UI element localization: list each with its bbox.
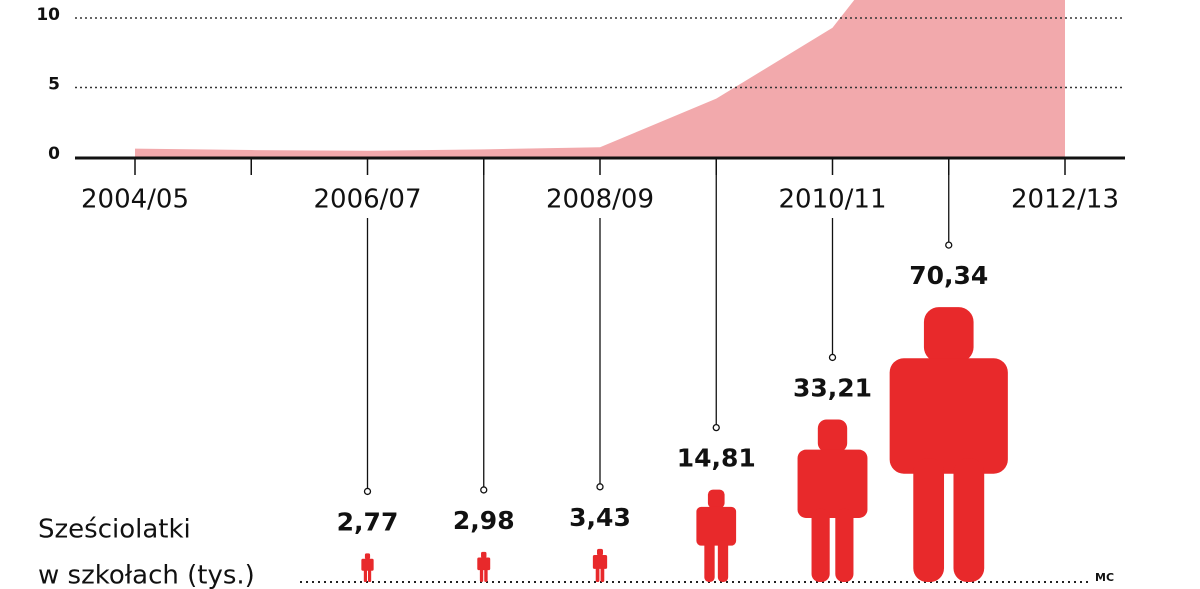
person-body — [696, 506, 737, 546]
person-leg — [484, 568, 488, 582]
value-label: 2,77 — [337, 507, 399, 536]
value-label: 70,34 — [909, 261, 988, 290]
y-tick-label: 0 — [48, 144, 60, 164]
person — [361, 553, 374, 582]
pictogram-title: Sześciolatki — [38, 515, 191, 545]
person-body — [477, 557, 491, 571]
person-body — [361, 558, 374, 571]
person-leg — [600, 567, 605, 582]
person-head — [364, 553, 371, 560]
person-head — [923, 307, 974, 363]
leader-dot — [712, 423, 720, 432]
x-tick-label: 2012/13 — [1011, 185, 1119, 215]
person-head — [481, 551, 487, 558]
x-tick-label: 2004/05 — [81, 185, 189, 215]
value-label: 33,21 — [793, 373, 872, 402]
x-tick-label: 2010/11 — [778, 185, 886, 215]
person-head — [597, 548, 603, 556]
person — [477, 551, 491, 582]
credit: MC — [1095, 571, 1114, 584]
value-label: 2,98 — [453, 506, 515, 535]
x-tick-label: 2008/09 — [546, 185, 654, 215]
leader-dot — [828, 353, 837, 362]
person-leg — [479, 568, 484, 582]
person — [592, 548, 608, 582]
person-head — [707, 489, 725, 509]
leader-dot — [945, 241, 953, 249]
person-body — [889, 358, 1008, 474]
value-label: 3,43 — [569, 503, 631, 532]
person-leg — [913, 458, 945, 582]
person-leg — [595, 567, 600, 582]
person-body — [797, 449, 868, 518]
person-leg — [367, 569, 372, 582]
person — [797, 419, 868, 582]
person-leg — [704, 540, 715, 582]
person-leg — [835, 508, 854, 582]
person-body — [592, 554, 608, 569]
y-tick-label: 10 — [36, 5, 60, 25]
person — [696, 489, 737, 582]
person — [889, 307, 1008, 582]
pictogram-subtitle: w szkołach (tys.) — [38, 561, 255, 589]
person-leg — [363, 569, 368, 582]
plot-area — [135, 0, 1065, 157]
person-leg — [811, 508, 830, 582]
x-tick-label: 2006/07 — [313, 185, 421, 215]
person-leg — [717, 540, 729, 582]
person-leg — [953, 458, 985, 582]
area — [135, 0, 1065, 157]
person-head — [817, 419, 848, 452]
y-tick-label: 5 — [48, 75, 60, 95]
leader-dot — [363, 487, 372, 496]
leader-dot — [596, 483, 604, 491]
leader-dot — [480, 486, 488, 494]
value-label: 14,81 — [677, 444, 756, 473]
